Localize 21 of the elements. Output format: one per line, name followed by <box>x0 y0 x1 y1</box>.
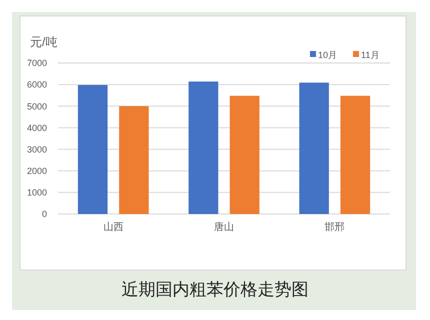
y-tick-label: 7000 <box>26 58 47 68</box>
bar <box>299 82 329 214</box>
y-tick-label: 5000 <box>26 101 47 112</box>
y-axis-title: 元/吨 <box>30 35 58 49</box>
y-tick-label: 2000 <box>26 166 47 176</box>
x-tick-label: 唐山 <box>214 221 234 233</box>
y-tick-label: 4000 <box>26 122 47 133</box>
bar <box>230 96 260 214</box>
legend-label: 11月 <box>361 50 380 60</box>
y-tick-label: 1000 <box>26 188 47 198</box>
bar <box>188 82 218 214</box>
text: 近期国内粗苯价格走势图 <box>122 280 308 299</box>
bar <box>340 96 370 214</box>
y-tick-label: 3000 <box>26 144 47 154</box>
y-tick-label: 6000 <box>26 80 47 90</box>
legend-label: 10月 <box>318 50 338 60</box>
x-tick-label: 山西 <box>103 221 124 233</box>
x-tick-label: 邯邢 <box>324 221 345 233</box>
bar <box>78 85 108 214</box>
y-tick-label: 0 <box>42 209 47 220</box>
bar <box>119 106 149 214</box>
